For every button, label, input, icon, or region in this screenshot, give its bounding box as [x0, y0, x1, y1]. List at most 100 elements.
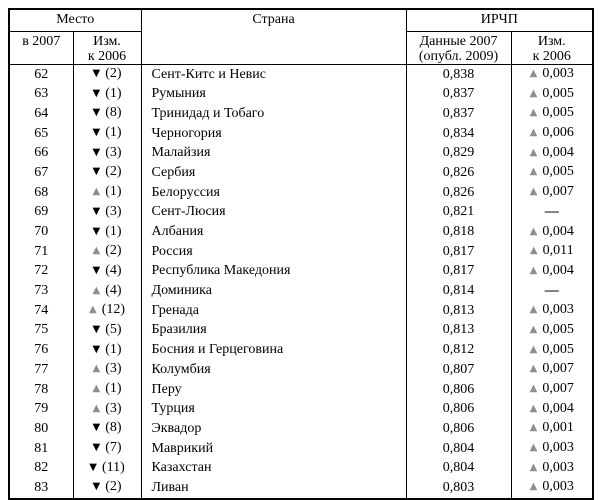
header-place-change-line2: к 2006 [87, 48, 127, 64]
rank-change-cell: ▲ (1) [72, 380, 142, 400]
down-triangle-icon: ▼ [92, 205, 101, 217]
country-cell: Эквадор [140, 419, 407, 440]
hdi-value-cell: 0,804 [405, 439, 512, 459]
down-triangle-icon: ▼ [92, 127, 101, 139]
hdi-change-value: 0,006 [542, 125, 574, 141]
rank-change-value: (4) [105, 282, 122, 298]
hdi-value-cell: 0,837 [405, 104, 512, 125]
rank-cell: 69 [8, 202, 74, 223]
up-triangle-icon: ▲ [529, 68, 538, 79]
table-row: 63 ▼ (1) Румыния 0,837 ▲ 0,005 [8, 84, 594, 105]
header-hdi-change: Изм. к 2006 [510, 31, 594, 65]
hdi-change-value: 0,003 [542, 479, 574, 495]
header-place-change-line1: Изм. [93, 34, 121, 49]
hdi-change-cell: ▲ 0,004 [510, 222, 594, 243]
up-triangle-icon: ▲ [529, 264, 538, 276]
rank-cell: 68 [8, 183, 74, 203]
country-cell: Турция [140, 399, 407, 420]
hdi-change-value: — [544, 204, 559, 220]
hdi-value-cell: 0,806 [405, 419, 512, 440]
rank-change-cell: ▼ (1) [72, 84, 142, 105]
rank-cell: 66 [8, 143, 74, 164]
down-triangle-icon: ▼ [92, 225, 101, 237]
table-row: 65 ▼ (1) Черногория 0,834 ▲ 0,006 [8, 124, 594, 144]
hdi-value-cell: 0,817 [405, 242, 512, 262]
up-triangle-icon: ▲ [529, 146, 538, 158]
hdi-change-value: 0,007 [542, 361, 574, 377]
up-triangle-icon: ▲ [529, 245, 538, 257]
header-hdi-change-line2: к 2006 [532, 48, 571, 64]
hdi-change-value: 0,005 [542, 164, 574, 180]
header-place-change: Изм. к 2006 [72, 31, 142, 65]
hdi-value-cell: 0,806 [405, 399, 512, 420]
table-row: 68 ▲ (1) Белоруссия 0,826 ▲ 0,007 [8, 183, 594, 203]
table-row: 74 ▲ (12) Гренада 0,813 ▲ 0,003 [8, 301, 594, 321]
up-triangle-icon: ▲ [92, 245, 101, 257]
table-row: 66 ▼ (3) Малайзия 0,829 ▲ 0,004 [8, 143, 594, 164]
country-cell: Малайзия [140, 143, 407, 164]
header-country: Страна [140, 8, 407, 65]
hdi-change-value: 0,005 [542, 321, 574, 337]
country-cell: Сент-Китс и Невис [140, 64, 407, 85]
rank-change-value: (3) [105, 361, 122, 377]
table-row: 69 ▼ (3) Сент-Люсия 0,821 — [8, 202, 594, 223]
rank-cell: 74 [8, 301, 74, 321]
up-triangle-icon: ▲ [92, 383, 101, 394]
rank-change-cell: ▼ (4) [72, 261, 142, 282]
hdi-value-cell: 0,818 [405, 222, 512, 243]
rank-cell: 71 [8, 242, 74, 262]
down-triangle-icon: ▼ [92, 323, 101, 335]
rank-change-value: (2) [105, 66, 122, 81]
hdi-value-cell: 0,829 [405, 143, 512, 164]
rank-change-value: (1) [105, 125, 122, 141]
hdi-change-cell: ▲ 0,003 [510, 458, 594, 479]
table-row: 72 ▼ (4) Республика Македония 0,817 ▲ 0,00… [8, 261, 594, 282]
rank-cell: 63 [8, 84, 74, 105]
rank-change-value: (1) [105, 184, 122, 200]
rank-cell: 80 [8, 419, 74, 440]
table-row: 71 ▲ (2) Россия 0,817 ▲ 0,011 [8, 242, 594, 262]
country-cell: Ливан [140, 478, 407, 500]
hdi-change-cell: ▲ 0,005 [510, 320, 594, 341]
table-body: 62 ▼ (2) Сент-Китс и Невис 0,838 ▲ 0,003 6… [8, 64, 594, 500]
table-row: 73 ▲ (4) Доминика 0,814 — [8, 281, 594, 302]
hdi-value-cell: 0,817 [405, 261, 512, 282]
country-cell: Республика Македония [140, 261, 407, 282]
up-triangle-icon: ▲ [529, 107, 538, 119]
rank-change-cell: ▼ (7) [72, 439, 142, 459]
rank-change-cell: ▼ (8) [72, 104, 142, 125]
hdi-change-cell: — [510, 202, 594, 223]
rank-change-cell: ▼ (3) [72, 143, 142, 164]
table-row: 78 ▲ (1) Перу 0,806 ▲ 0,007 [8, 380, 594, 400]
rank-change-value: (2) [105, 479, 122, 495]
hdi-change-cell: ▲ 0,005 [510, 84, 594, 105]
down-triangle-icon: ▼ [92, 264, 101, 276]
country-cell: Казахстан [140, 458, 407, 479]
rank-change-value: (2) [105, 243, 122, 259]
hdi-change-value: — [544, 283, 559, 299]
down-triangle-icon: ▼ [92, 107, 101, 119]
hdi-value-cell: 0,804 [405, 458, 512, 479]
hdi-value-cell: 0,813 [405, 301, 512, 321]
rank-change-value: (5) [105, 321, 122, 337]
table-row: 67 ▼ (2) Сербия 0,826 ▲ 0,005 [8, 163, 594, 184]
rank-change-value: (3) [105, 203, 122, 219]
hdi-change-value: 0,003 [542, 440, 574, 456]
up-triangle-icon: ▲ [529, 225, 538, 237]
country-cell: Сент-Люсия [140, 202, 407, 223]
rank-change-value: (11) [101, 459, 125, 475]
hdi-value-cell: 0,812 [405, 340, 512, 361]
rank-cell: 67 [8, 163, 74, 184]
rank-change-cell: ▲ (3) [72, 360, 142, 380]
country-cell: Босния и Герцеговина [140, 340, 407, 361]
country-cell: Румыния [140, 84, 407, 105]
rank-change-value: (12) [101, 302, 126, 318]
rank-cell: 65 [8, 124, 74, 144]
page: Место Страна ИРЧП в 2007 Изм. к 2006 Дан… [8, 8, 595, 500]
up-triangle-icon: ▲ [529, 481, 538, 493]
table-row: 76 ▼ (1) Босния и Герцеговина 0,812 ▲ 0,00… [8, 340, 594, 361]
hdi-change-value: 0,007 [542, 184, 574, 200]
hdi-value-cell: 0,813 [405, 320, 512, 341]
up-triangle-icon: ▲ [529, 343, 538, 355]
hdi-value-cell: 0,814 [405, 281, 512, 302]
